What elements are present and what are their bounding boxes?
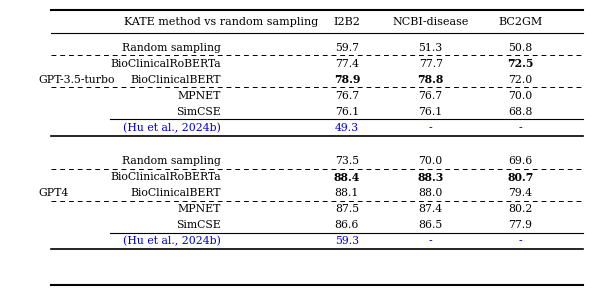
Text: SimCSE: SimCSE xyxy=(176,220,221,230)
Text: 78.8: 78.8 xyxy=(417,74,444,85)
Text: 49.3: 49.3 xyxy=(335,123,359,133)
Text: -: - xyxy=(519,236,522,246)
Text: 88.0: 88.0 xyxy=(419,188,443,198)
Text: 78.9: 78.9 xyxy=(333,74,360,85)
Text: Random sampling: Random sampling xyxy=(123,156,221,166)
Text: 70.0: 70.0 xyxy=(509,91,533,101)
Text: 87.4: 87.4 xyxy=(419,204,443,214)
Text: BioClinicalRoBERTa: BioClinicalRoBERTa xyxy=(111,59,221,69)
Text: (Hu et al., 2024b): (Hu et al., 2024b) xyxy=(123,123,221,133)
Text: 76.1: 76.1 xyxy=(335,107,359,117)
Text: 87.5: 87.5 xyxy=(335,204,359,214)
Text: 76.7: 76.7 xyxy=(335,91,359,101)
Text: 59.3: 59.3 xyxy=(335,236,359,246)
Text: 68.8: 68.8 xyxy=(508,107,533,117)
Text: BioClinicalBERT: BioClinicalBERT xyxy=(130,75,221,85)
Text: 77.9: 77.9 xyxy=(509,220,533,230)
Text: 86.5: 86.5 xyxy=(419,220,443,230)
Text: 72.5: 72.5 xyxy=(507,58,534,69)
Text: 88.3: 88.3 xyxy=(417,172,444,183)
Text: BioClinicalBERT: BioClinicalBERT xyxy=(130,188,221,198)
Text: (Hu et al., 2024b): (Hu et al., 2024b) xyxy=(123,236,221,246)
Text: BC2GM: BC2GM xyxy=(498,17,542,27)
Text: Random sampling: Random sampling xyxy=(123,43,221,53)
Text: NCBI-disease: NCBI-disease xyxy=(393,17,469,27)
Text: KATE method vs random sampling: KATE method vs random sampling xyxy=(124,17,318,27)
Text: GPT-3.5-turbo: GPT-3.5-turbo xyxy=(39,75,115,85)
Text: 86.6: 86.6 xyxy=(335,220,359,230)
Text: 76.7: 76.7 xyxy=(419,91,443,101)
Text: 51.3: 51.3 xyxy=(419,43,443,53)
Text: 88.4: 88.4 xyxy=(334,172,360,183)
Text: 77.4: 77.4 xyxy=(335,59,359,69)
Text: -: - xyxy=(429,236,432,246)
Text: MPNET: MPNET xyxy=(178,204,221,214)
Text: 70.0: 70.0 xyxy=(419,156,443,166)
Text: 88.1: 88.1 xyxy=(335,188,359,198)
Text: 77.7: 77.7 xyxy=(419,59,443,69)
Text: 69.6: 69.6 xyxy=(509,156,533,166)
Text: -: - xyxy=(519,123,522,133)
Text: GPT4: GPT4 xyxy=(39,188,69,198)
Text: SimCSE: SimCSE xyxy=(176,107,221,117)
Text: 76.1: 76.1 xyxy=(419,107,443,117)
Text: 73.5: 73.5 xyxy=(335,156,359,166)
Text: 80.2: 80.2 xyxy=(508,204,533,214)
Text: 59.7: 59.7 xyxy=(335,43,359,53)
Text: MPNET: MPNET xyxy=(178,91,221,101)
Text: BioClinicalRoBERTa: BioClinicalRoBERTa xyxy=(111,172,221,182)
Text: 79.4: 79.4 xyxy=(509,188,533,198)
Text: I2B2: I2B2 xyxy=(333,17,361,27)
Text: 50.8: 50.8 xyxy=(509,43,533,53)
Text: 80.7: 80.7 xyxy=(507,172,533,183)
Text: 72.0: 72.0 xyxy=(509,75,533,85)
Text: -: - xyxy=(429,123,432,133)
